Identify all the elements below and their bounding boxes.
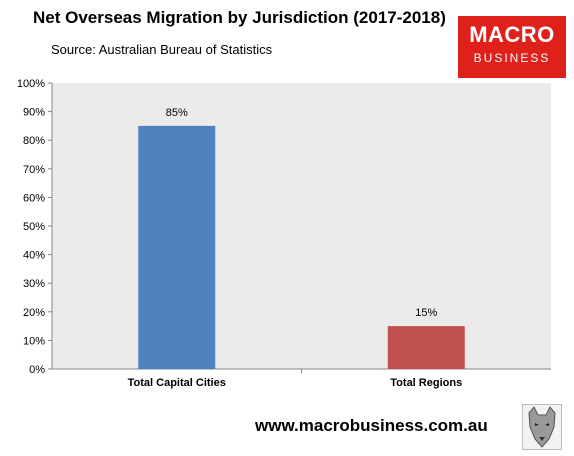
y-tick-label: 100% bbox=[17, 78, 45, 90]
wolf-logo-icon bbox=[522, 404, 562, 450]
logo-line-2: BUSINESS bbox=[473, 51, 551, 65]
y-tick-label: 10% bbox=[23, 335, 45, 347]
y-tick-label: 60% bbox=[23, 192, 45, 204]
chart-title: Net Overseas Migration by Jurisdiction (… bbox=[33, 8, 446, 27]
bar-2 bbox=[387, 326, 465, 369]
plot-area bbox=[52, 83, 551, 369]
logo-line-1: MACRO bbox=[469, 22, 555, 47]
y-tick-label: 40% bbox=[23, 250, 45, 262]
x-category-label: Total Capital Cities bbox=[128, 377, 226, 389]
y-tick-label: 80% bbox=[23, 135, 45, 147]
y-tick-label: 50% bbox=[23, 221, 45, 233]
y-tick-label: 0% bbox=[29, 364, 45, 376]
data-label: 85% bbox=[166, 107, 188, 119]
website-url: www.macrobusiness.com.au bbox=[255, 416, 488, 435]
chart-source: Source: Australian Bureau of Statistics bbox=[51, 42, 273, 57]
x-category-label: Total Regions bbox=[390, 377, 462, 389]
bar-1 bbox=[138, 125, 216, 370]
y-tick-label: 20% bbox=[23, 307, 45, 319]
macrobusiness-logo: MACRO BUSINESS bbox=[458, 16, 566, 78]
y-tick-label: 30% bbox=[23, 278, 45, 290]
y-tick-label: 90% bbox=[23, 107, 45, 119]
y-tick-label: 70% bbox=[23, 164, 45, 176]
data-label: 15% bbox=[415, 307, 437, 319]
